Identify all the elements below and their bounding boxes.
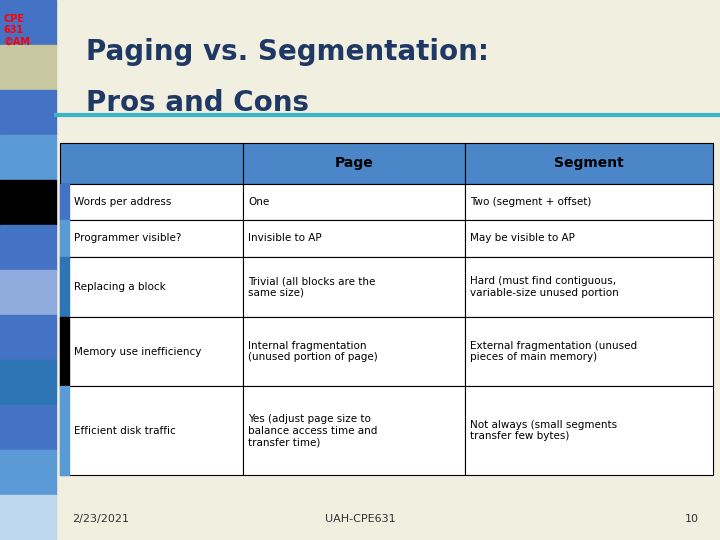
Bar xyxy=(243,256,464,317)
Text: Pros and Cons: Pros and Cons xyxy=(86,89,310,117)
Text: Hard (must find contiguous,
variable-size unused portion: Hard (must find contiguous, variable-siz… xyxy=(470,276,619,298)
Text: Not always (small segments
transfer few bytes): Not always (small segments transfer few … xyxy=(470,420,618,442)
Bar xyxy=(60,386,243,475)
Text: One: One xyxy=(248,197,269,207)
Bar xyxy=(243,317,464,386)
Bar xyxy=(243,143,464,184)
Bar xyxy=(464,386,713,475)
Bar xyxy=(60,256,243,317)
Bar xyxy=(60,184,69,220)
Text: Page: Page xyxy=(334,157,373,170)
Text: Internal fragmentation
(unused portion of page): Internal fragmentation (unused portion o… xyxy=(248,341,378,362)
Bar xyxy=(60,220,243,256)
Bar xyxy=(0,405,56,450)
Bar xyxy=(0,360,56,405)
Text: CPE
631
©AM: CPE 631 ©AM xyxy=(4,14,30,46)
Bar xyxy=(0,450,56,495)
Bar xyxy=(0,90,56,135)
Text: Memory use inefficiency: Memory use inefficiency xyxy=(74,347,202,357)
Text: 10: 10 xyxy=(685,514,698,524)
Bar xyxy=(0,135,56,180)
Text: Segment: Segment xyxy=(554,157,624,170)
Bar xyxy=(464,317,713,386)
Bar xyxy=(0,45,56,90)
Text: Trivial (all blocks are the
same size): Trivial (all blocks are the same size) xyxy=(248,276,376,298)
Text: 2/23/2021: 2/23/2021 xyxy=(72,514,129,524)
Bar xyxy=(464,184,713,220)
Bar xyxy=(0,180,56,225)
Bar xyxy=(60,143,243,184)
Bar xyxy=(243,386,464,475)
Bar xyxy=(60,386,69,475)
Bar xyxy=(60,256,69,317)
Text: May be visible to AP: May be visible to AP xyxy=(470,233,575,244)
Text: Paging vs. Segmentation:: Paging vs. Segmentation: xyxy=(86,38,490,66)
Bar xyxy=(464,256,713,317)
Text: Words per address: Words per address xyxy=(74,197,171,207)
Bar xyxy=(464,143,713,184)
Bar xyxy=(60,317,243,386)
Bar xyxy=(0,270,56,315)
Bar xyxy=(60,317,69,386)
Text: Efficient disk traffic: Efficient disk traffic xyxy=(74,426,176,436)
Text: Invisible to AP: Invisible to AP xyxy=(248,233,322,244)
Bar xyxy=(243,184,464,220)
Bar xyxy=(60,220,69,256)
Bar xyxy=(60,184,243,220)
Bar xyxy=(0,495,56,540)
Bar xyxy=(464,220,713,256)
Text: Two (segment + offset): Two (segment + offset) xyxy=(470,197,592,207)
Text: UAH-CPE631: UAH-CPE631 xyxy=(325,514,395,524)
Bar xyxy=(0,0,56,45)
Text: External fragmentation (unused
pieces of main memory): External fragmentation (unused pieces of… xyxy=(470,341,637,362)
Bar xyxy=(0,225,56,270)
Bar xyxy=(243,220,464,256)
Text: Programmer visible?: Programmer visible? xyxy=(74,233,181,244)
Bar xyxy=(0,315,56,360)
Text: Replacing a block: Replacing a block xyxy=(74,282,166,292)
Text: Yes (adjust page size to
balance access time and
transfer time): Yes (adjust page size to balance access … xyxy=(248,414,378,447)
